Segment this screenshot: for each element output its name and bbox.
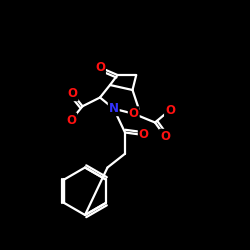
Text: O: O: [165, 104, 175, 117]
Text: N: N: [109, 102, 119, 115]
Text: O: O: [139, 128, 149, 141]
Text: O: O: [129, 107, 139, 120]
Text: O: O: [68, 87, 78, 100]
Text: O: O: [66, 114, 76, 126]
Text: O: O: [95, 61, 105, 74]
Text: O: O: [160, 130, 170, 143]
